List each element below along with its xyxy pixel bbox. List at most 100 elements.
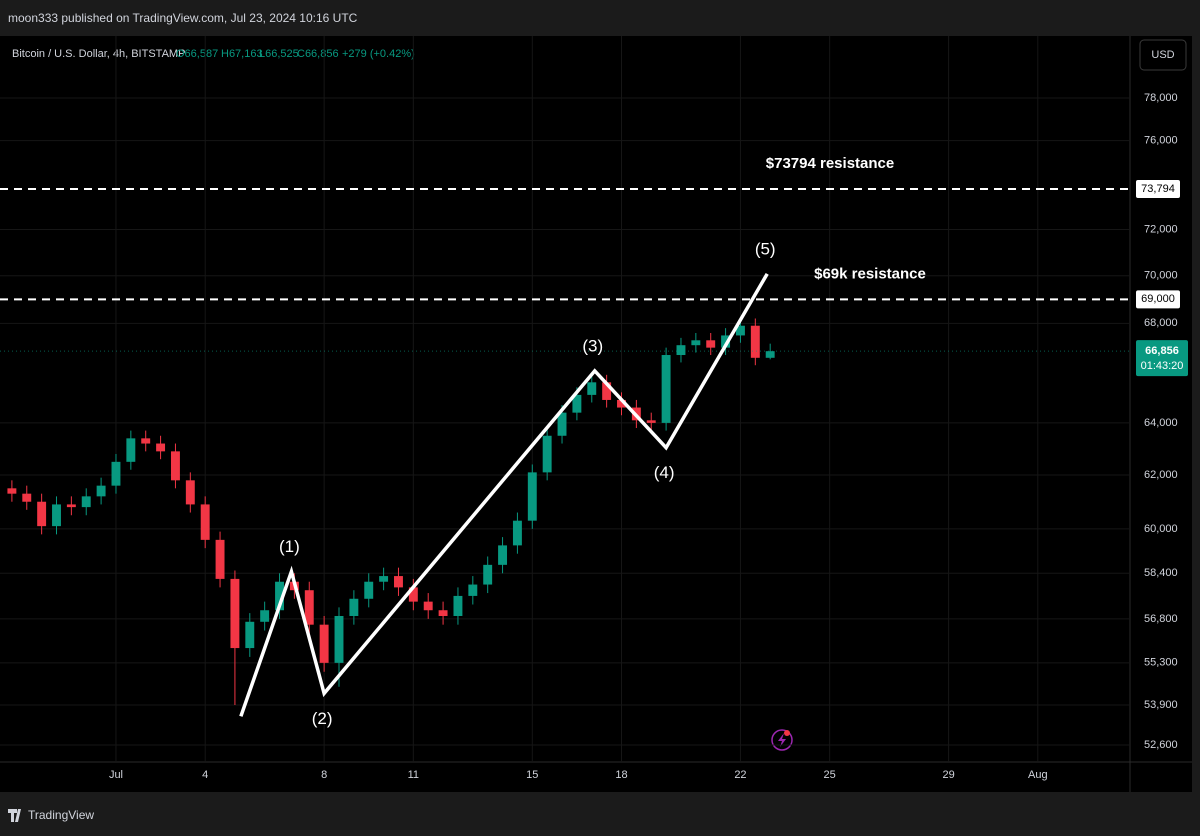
- candle-body: [572, 394, 582, 413]
- candle-body: [706, 340, 716, 348]
- candles: [7, 318, 775, 705]
- x-tick-label: 15: [526, 769, 538, 781]
- candle-body: [676, 345, 686, 356]
- change: +279 (+0.42%): [342, 48, 415, 60]
- y-tick-label: 62,000: [1144, 469, 1178, 481]
- candle-body: [542, 435, 552, 473]
- symbol-legend: Bitcoin / U.S. Dollar, 4h, BITSTAMP O66,…: [12, 48, 415, 60]
- candle-body: [111, 461, 121, 486]
- chart-pane: [0, 36, 1192, 792]
- candle-body: [602, 382, 612, 400]
- symbol: Bitcoin / U.S. Dollar, 4h, BITSTAMP: [12, 48, 185, 60]
- x-tick-label: 8: [321, 769, 327, 781]
- y-tick-label: 55,300: [1144, 657, 1178, 669]
- last-price-marker: [1136, 340, 1188, 377]
- icon-bolt: [778, 733, 786, 747]
- candle-body: [750, 325, 760, 358]
- candle-body: [721, 335, 731, 348]
- price-marker-label: 73,794: [1141, 183, 1175, 195]
- x-tick-label: 29: [942, 769, 954, 781]
- y-tick-label: 78,000: [1144, 92, 1178, 104]
- price-marker: [1136, 290, 1180, 309]
- candle-body: [96, 485, 106, 497]
- candle-body: [453, 595, 463, 616]
- candle-body: [66, 504, 76, 508]
- candle-body: [156, 443, 166, 452]
- publisher: moon333 published on TradingView.com, Ju…: [8, 11, 358, 25]
- candle-body: [319, 624, 329, 663]
- candle-body: [587, 382, 597, 395]
- candle-body: [52, 504, 61, 527]
- candle-body: [691, 340, 701, 346]
- y-tick-label: 56,800: [1144, 613, 1178, 625]
- candle-body: [141, 438, 151, 444]
- candle-body: [7, 488, 17, 494]
- low: L66,525: [259, 48, 299, 60]
- candle-body: [200, 504, 210, 540]
- candle-body: [661, 355, 671, 423]
- candle-body: [765, 351, 775, 358]
- currency-button[interactable]: [1139, 39, 1187, 71]
- candle-body: [394, 576, 403, 588]
- candle-body: [275, 581, 284, 611]
- candle-body: [379, 576, 389, 582]
- y-tick-label: 70,000: [1144, 270, 1178, 282]
- candle-body: [245, 621, 255, 649]
- candle-body: [735, 325, 745, 336]
- high: H67,163: [221, 48, 263, 60]
- x-tick-label: 11: [408, 769, 419, 781]
- x-tick-label: Jul: [109, 769, 123, 781]
- brand-name: TradingView: [28, 808, 94, 822]
- x-tick-label: Aug: [1028, 769, 1048, 781]
- candle-body: [483, 564, 493, 585]
- wave-label: (5): [755, 239, 776, 258]
- wave-label: (2): [312, 709, 333, 728]
- candle-body: [260, 610, 270, 622]
- candle-body: [617, 399, 626, 408]
- y-tick-label: 76,000: [1144, 135, 1178, 147]
- y-tick-label: 68,000: [1144, 317, 1178, 329]
- y-tick-label: 60,000: [1144, 523, 1178, 535]
- y-tick-label: 72,000: [1144, 223, 1178, 235]
- open: O66,587: [176, 48, 218, 60]
- y-tick-label: 53,900: [1144, 699, 1178, 711]
- y-tick-label: 52,600: [1144, 739, 1178, 751]
- candle-body: [408, 587, 418, 602]
- currency-label[interactable]: USD: [1151, 49, 1174, 61]
- candle-body: [423, 601, 433, 611]
- close: C66,856: [297, 48, 339, 60]
- candle-body: [126, 438, 136, 462]
- candle-body: [215, 539, 225, 579]
- candle-body: [364, 581, 374, 599]
- resistance-text: $73794 resistance: [766, 155, 894, 172]
- wave-label: (4): [654, 463, 675, 482]
- candle-body: [22, 493, 32, 502]
- candle-body: [527, 472, 537, 521]
- candle-body: [438, 610, 448, 616]
- brand-logo: [8, 809, 21, 822]
- x-tick-label: 4: [202, 769, 208, 781]
- price-marker-label: 69,000: [1141, 293, 1175, 305]
- lightning-icon: [771, 729, 793, 751]
- wave-label: (1): [279, 537, 300, 556]
- candle-body: [81, 496, 91, 508]
- candle-body: [349, 598, 359, 616]
- x-tick-label: 25: [824, 769, 836, 781]
- candle-body: [646, 420, 656, 423]
- price-marker: [1136, 180, 1180, 199]
- y-tick-label: 64,000: [1144, 417, 1178, 429]
- wave-label: (3): [582, 336, 603, 355]
- candle-body: [468, 584, 478, 596]
- candle-body: [557, 412, 567, 436]
- candle-body: [230, 578, 240, 649]
- candle-body: [170, 451, 180, 481]
- candle-body: [512, 520, 522, 546]
- footer-brand: TradingView: [8, 808, 94, 822]
- x-tick-label: 18: [615, 769, 627, 781]
- candle-body: [304, 590, 314, 625]
- y-tick-label: 58,400: [1144, 567, 1178, 579]
- last-price-label: 66,856: [1145, 345, 1179, 357]
- countdown-label: 01:43:20: [1141, 360, 1184, 372]
